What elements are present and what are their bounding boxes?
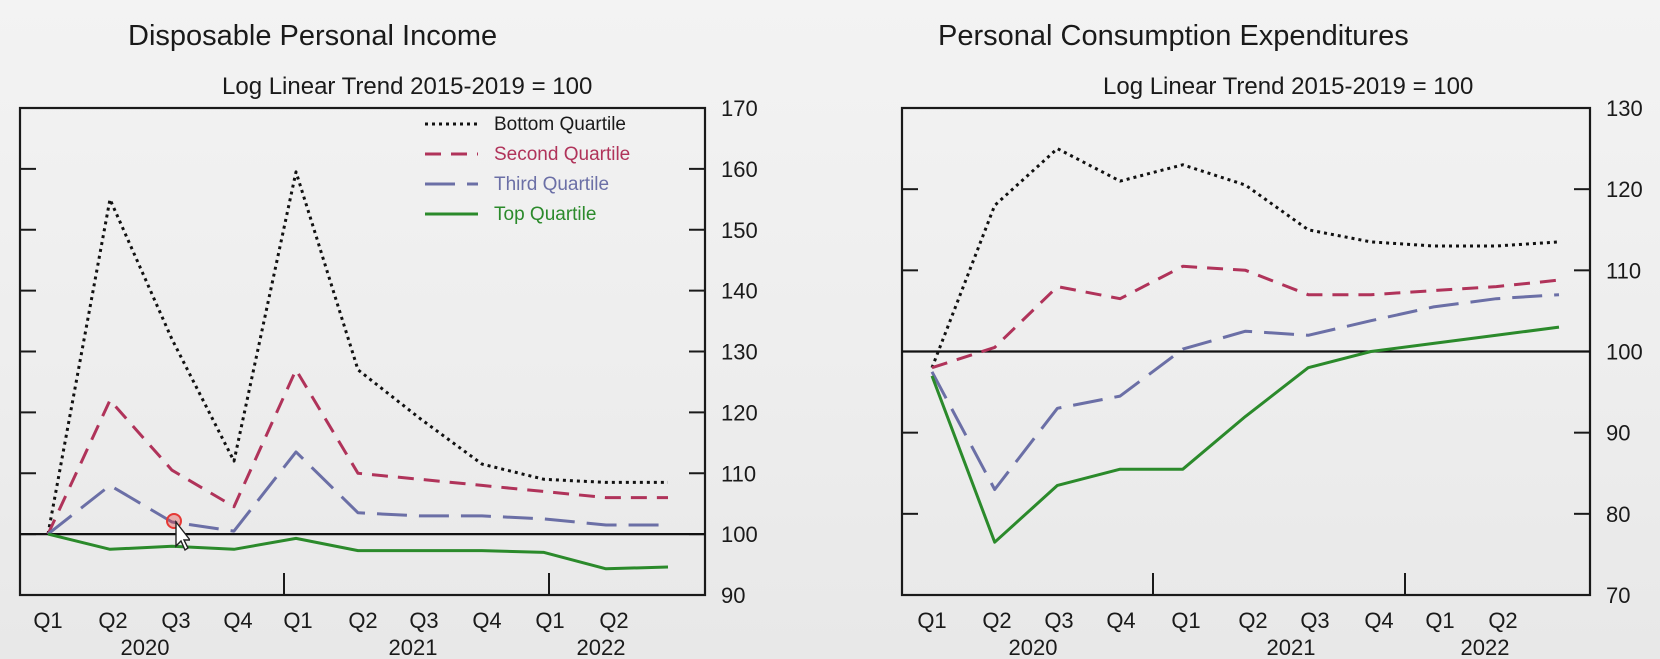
x-tick-label: Q2 xyxy=(1488,608,1517,633)
x-tick-label: Q4 xyxy=(223,608,252,633)
x-tick-label: Q1 xyxy=(283,608,312,633)
chart-subtitle: Log Linear Trend 2015-2019 = 100 xyxy=(1103,73,1473,100)
x-tick-label: Q2 xyxy=(348,608,377,633)
x-tick-label: Q2 xyxy=(1238,608,1267,633)
x-tick-label: Q4 xyxy=(472,608,501,633)
x-tick-label: Q1 xyxy=(535,608,564,633)
legend: Bottom Quartile Second Quartile Third Quar… xyxy=(425,114,630,225)
y-axis: 70 80 90 100 110 120 130 xyxy=(902,96,1643,608)
y-tick-label: 170 xyxy=(721,96,758,121)
year-label: 2021 xyxy=(389,635,438,659)
y-axis: 90 100 110 120 130 140 150 160 170 xyxy=(20,96,758,608)
series-lines xyxy=(20,170,705,571)
year-label: 2022 xyxy=(1461,635,1510,659)
x-tick-label: Q3 xyxy=(1300,608,1329,633)
chart-disposable-income: Disposable Personal Income Log Linear Tr… xyxy=(18,20,758,659)
series-line-third-quartile xyxy=(930,293,1560,491)
year-label: 2021 xyxy=(1267,635,1316,659)
x-tick-label: Q2 xyxy=(599,608,628,633)
y-tick-label: 90 xyxy=(721,583,745,608)
legend-label: Bottom Quartile xyxy=(494,114,626,135)
series-line-bottom-quartile xyxy=(930,147,1560,369)
series-line-top-quartile xyxy=(930,325,1560,544)
x-tick-label: Q2 xyxy=(982,608,1011,633)
chart-consumption-expenditures: Personal Consumption Expenditures Log Li… xyxy=(900,20,1643,659)
y-tick-label: 110 xyxy=(721,461,756,486)
y-tick-label: 70 xyxy=(1606,583,1630,608)
series-line-second-quartile xyxy=(931,264,1560,370)
y-tick-label: 80 xyxy=(1606,502,1630,527)
x-tick-label: Q4 xyxy=(1106,608,1135,633)
year-label: 2020 xyxy=(1009,635,1058,659)
cursor-arrow xyxy=(175,519,190,552)
x-tick-label: Q4 xyxy=(1364,608,1393,633)
y-tick-label: 100 xyxy=(1606,340,1643,365)
legend-label: Top Quartile xyxy=(494,204,596,225)
x-tick-label: Q2 xyxy=(98,608,127,633)
series-lines xyxy=(902,147,1590,544)
x-tick-label: Q1 xyxy=(1425,608,1454,633)
x-tick-label: Q3 xyxy=(409,608,438,633)
x-tick-label: Q1 xyxy=(917,608,946,633)
y-tick-label: 110 xyxy=(1606,258,1641,283)
y-tick-label: 150 xyxy=(721,218,758,243)
y-tick-label: 100 xyxy=(721,522,758,547)
series-line-third-quartile xyxy=(47,450,668,536)
chart-title: Disposable Personal Income xyxy=(128,20,497,52)
chart-title: Personal Consumption Expenditures xyxy=(938,20,1409,52)
series-line-top-quartile xyxy=(47,532,669,571)
y-tick-label: 140 xyxy=(721,279,758,304)
x-tick-label: Q3 xyxy=(161,608,190,633)
chart-subtitle: Log Linear Trend 2015-2019 = 100 xyxy=(222,73,592,100)
y-tick-label: 130 xyxy=(1606,96,1643,121)
y-tick-label: 160 xyxy=(721,157,758,182)
series-line-bottom-quartile xyxy=(46,170,668,535)
year-label: 2020 xyxy=(121,635,170,659)
legend-label: Third Quartile xyxy=(494,174,609,195)
series-line-second-quartile xyxy=(46,368,668,535)
y-tick-label: 120 xyxy=(1606,177,1643,202)
y-tick-label: 130 xyxy=(721,340,758,365)
x-tick-label: Q3 xyxy=(1044,608,1073,633)
mouse-pointer-icon xyxy=(166,513,190,552)
legend-label: Second Quartile xyxy=(494,144,630,165)
x-tick-label: Q1 xyxy=(1171,608,1200,633)
y-tick-label: 90 xyxy=(1606,421,1630,446)
y-tick-label: 120 xyxy=(721,400,758,425)
year-label: 2022 xyxy=(577,635,626,659)
x-tick-label: Q1 xyxy=(33,608,62,633)
